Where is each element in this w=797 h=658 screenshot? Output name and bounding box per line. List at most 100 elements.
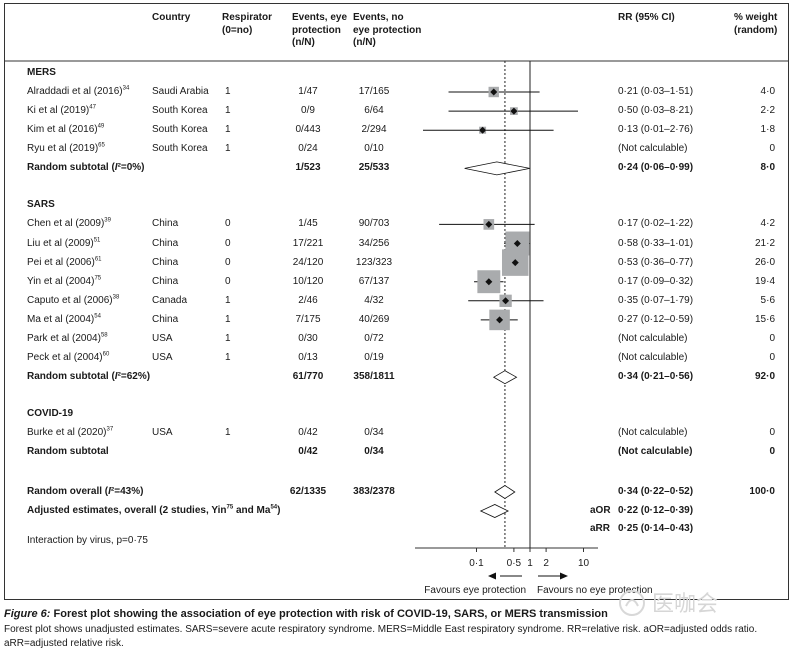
study-ref: 54 [94,313,101,320]
study-ref: 51 [93,237,101,244]
study-events-eye: 7/175 [295,313,321,325]
study-respirator: 1 [225,294,231,306]
study-events-no-eye: 67/137 [358,275,390,287]
study-rr: (Not calculable) [618,143,688,155]
study-rr: 0·13 (0·01–2·76) [618,124,694,136]
study-events-no-eye: 34/256 [358,237,390,249]
study-respirator: 1 [225,427,231,439]
study-name: Park et al (2004) [27,333,101,344]
favours-no-eye-protection-label: Favours no eye protection [537,585,653,596]
arr-value: 0·25 (0·14–0·43) [618,523,694,534]
subtotal-events-no-eye: 358/1811 [353,371,395,383]
adjusted-row-label: Adjusted estimates, overall (2 studies, … [27,505,280,517]
study-ref: 37 [106,426,114,433]
subtotal-i2: I [114,162,118,174]
subtotal-rr: (Not calculable) [618,446,693,458]
pooled-diamond [494,485,516,499]
subtotal-i2: I [114,371,118,383]
study-country: China [152,313,179,325]
study-name: Yin et al (2004) [27,275,95,287]
study-respirator: 1 [225,86,231,97]
study-country: USA [152,352,173,364]
study-rr: 0·35 (0·07–1·79) [618,294,694,306]
study-label: Peck et al (2004)60 [27,352,109,364]
study-events-eye: 0/42 [298,427,318,439]
study-events-eye: 2/46 [298,294,318,306]
study-ref: 47 [89,104,96,111]
header-events-eye: (n/N) [292,37,315,48]
study-events-eye: 0/13 [298,352,318,364]
study-name: Pei et al (2006) [27,256,95,268]
overall-i2: I [108,486,111,497]
study-weight: 4·0 [760,86,775,97]
study-events-eye: 1/47 [298,86,318,97]
overall-rr: 0·34 (0·22–0·52) [618,486,694,497]
study-weight: 5·6 [760,294,775,306]
study-label: Ryu et al (2019)65 [27,143,105,155]
subtotal-events-eye: 0/42 [298,446,318,458]
study-rr: 0·50 (0·03–8·21) [618,105,694,117]
figure-caption-title: Figure 6: Forest plot showing the associ… [4,608,608,621]
point-estimate [502,297,510,305]
study-name: Burke et al (2020) [27,427,107,439]
subtotal-events-eye: 61/770 [292,371,324,383]
group-title: MERS [27,67,56,78]
study-weight: 0 [769,143,775,155]
study-weight: 2·2 [760,105,775,117]
study-events-no-eye: 123/323 [355,256,393,268]
study-name: Liu et al (2009) [27,237,94,249]
study-rr: 0·17 (0·09–0·32) [618,275,694,287]
overall-row-label: Random overall (I²=43%) [27,486,143,498]
subtotal-events-no-eye: 25/533 [358,162,390,174]
header-country: Country [152,12,191,23]
study-label: Park et al (2004)58 [27,333,108,345]
overall-weight: 100·0 [749,486,775,497]
study-label: Ki et al (2019)47 [27,105,96,117]
subtotal-rr: 0·24 (0·06–0·99) [618,162,694,174]
study-ref: 60 [102,351,110,358]
subtotal-label: Random subtotal ( [27,162,115,174]
study-respirator: 1 [225,124,231,136]
study-label: Liu et al (2009)51 [27,237,101,250]
header-events-eye: Events, eye [292,12,348,23]
subtotal-weight: 8·0 [760,162,775,174]
interaction-note: Interaction by virus, p=0·75 [27,535,148,546]
study-events-no-eye: 4/32 [364,294,384,306]
study-weight: 0 [769,333,775,344]
study-ref: 58 [100,332,108,339]
study-weight: 1·8 [760,124,775,136]
favours-right-arrowhead [560,572,568,580]
study-label: Yin et al (2004)75 [27,275,101,288]
subtotal-i2-value: ²=62%) [117,371,151,383]
study-events-eye: 17/221 [292,237,324,249]
study-weight: 0 [769,352,775,364]
subtotal-weight: 92·0 [754,371,775,383]
study-events-eye: 10/120 [292,275,324,287]
study-respirator: 1 [225,105,231,117]
study-events-no-eye: 17/165 [358,86,390,97]
pooled-diamond [479,504,510,518]
adjusted-mid: and Ma [233,505,271,516]
x-tick-label: 2 [543,558,549,569]
arr-label: aRR [590,523,611,534]
study-label: Alraddadi et al (2016)34 [27,86,129,98]
study-events-no-eye: 0/72 [364,333,384,344]
x-tick-label: 0·1 [469,558,484,569]
header-weight: % weight [734,12,778,23]
study-weight: 15·6 [754,313,775,325]
study-events-eye: 1/45 [298,218,318,230]
study-ref: 61 [94,256,102,263]
subtotal-label: Random subtotal [27,446,109,458]
study-country: China [152,256,179,268]
study-rr: 0·53 (0·36–0·77) [618,256,694,268]
study-respirator: 0 [225,256,231,268]
study-events-eye: 0/24 [298,143,318,155]
header-respirator: (0=no) [222,24,253,36]
subtotal-weight: 0 [769,446,775,458]
adjusted-label: Adjusted estimates, overall (2 studies, … [27,505,227,516]
study-label: Kim et al (2016)49 [27,124,104,136]
study-name: Chen et al (2009) [27,218,105,230]
point-estimate [490,88,498,96]
x-tick-label: 10 [578,558,590,569]
study-name: Caputo et al (2006) [27,294,113,306]
